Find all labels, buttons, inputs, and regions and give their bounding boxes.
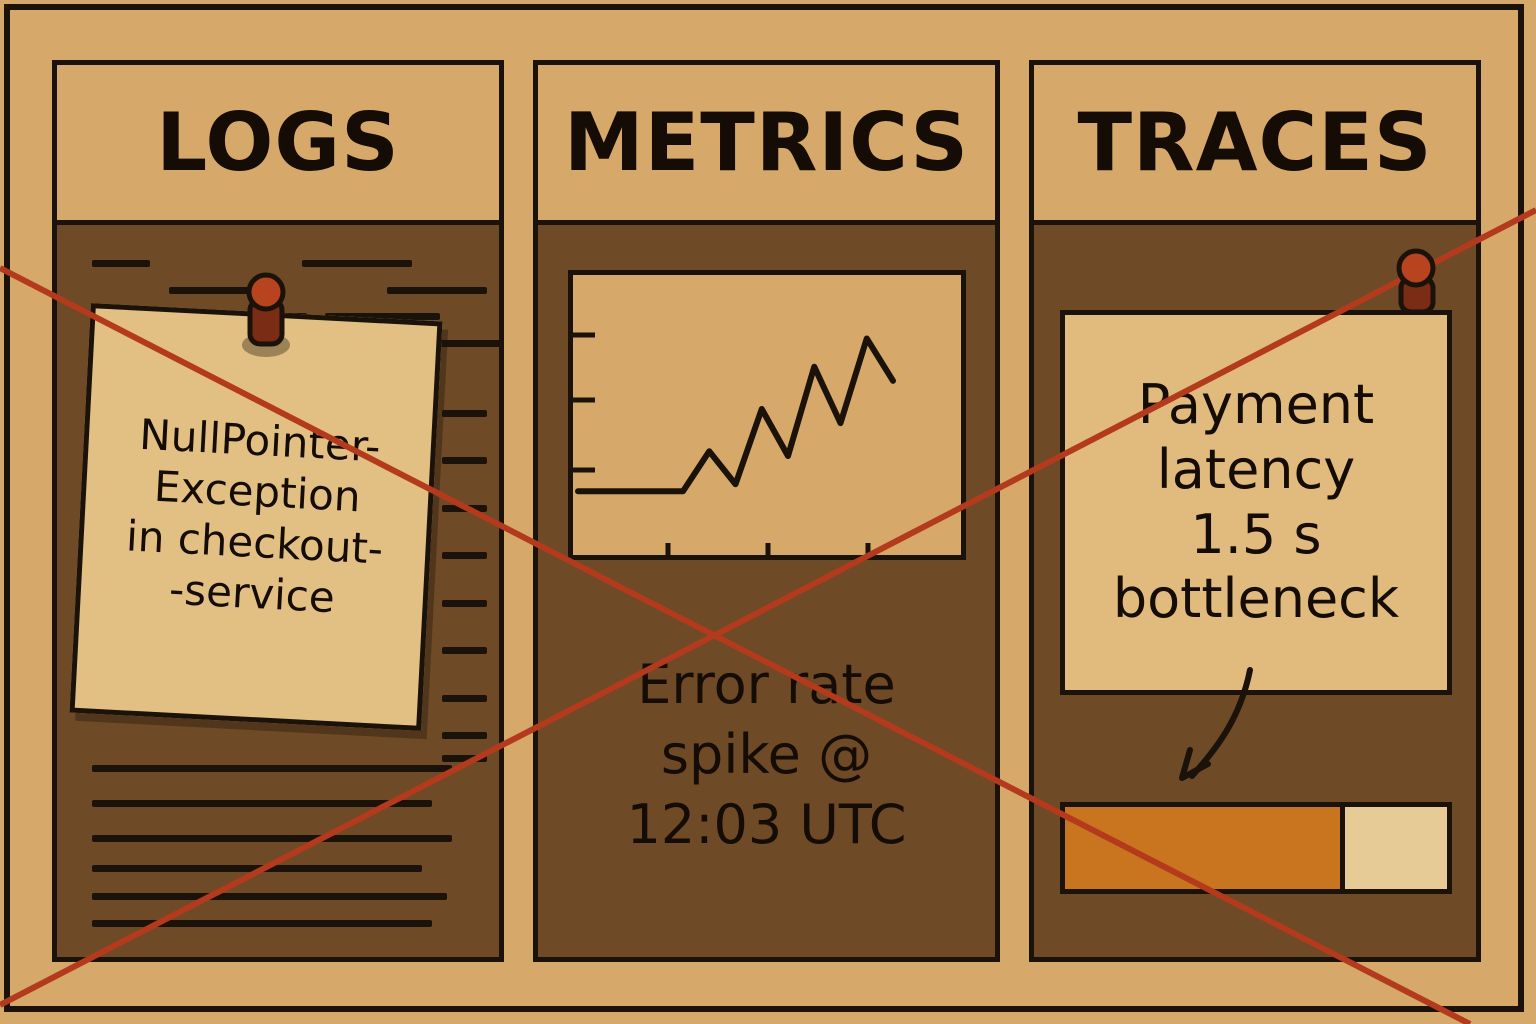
error-rate-series-line xyxy=(575,335,896,495)
metrics-panel: METRICS Error rate spike @ 12:03 UTC xyxy=(533,60,1000,962)
log-line xyxy=(92,865,422,872)
log-line xyxy=(92,260,150,267)
logs-panel-title: LOGS xyxy=(156,96,400,189)
traces-panel-header: TRACES xyxy=(1034,65,1476,225)
sticky-note: NullPointer- Exception in checkout- -ser… xyxy=(69,303,443,731)
log-line xyxy=(442,695,487,702)
metrics-annotation: Error rate spike @ 12:03 UTC xyxy=(538,650,995,861)
log-line xyxy=(442,755,487,762)
error-rate-chart xyxy=(568,270,966,560)
trace-annotation-text: Payment latency 1.5 s bottleneck xyxy=(1112,372,1400,631)
metrics-annotation-text: Error rate spike @ 12:03 UTC xyxy=(626,653,907,857)
log-line xyxy=(442,732,487,739)
traces-panel: TRACES Payment latency 1.5 s bottleneck xyxy=(1029,60,1481,962)
error-rate-chart-svg xyxy=(573,332,896,555)
log-line xyxy=(442,600,487,607)
log-line xyxy=(442,552,487,559)
log-line xyxy=(92,835,452,842)
log-line xyxy=(92,920,432,927)
log-line xyxy=(92,800,432,807)
trace-card: Payment latency 1.5 s bottleneck xyxy=(1060,310,1452,695)
log-line xyxy=(442,457,487,464)
metrics-panel-header: METRICS xyxy=(538,65,995,225)
latency-bar-fill xyxy=(1065,807,1346,889)
log-line xyxy=(442,505,487,512)
log-line xyxy=(169,287,284,294)
log-line xyxy=(302,260,412,267)
metrics-panel-title: METRICS xyxy=(563,96,969,189)
log-line xyxy=(387,287,487,294)
log-line xyxy=(92,893,447,900)
sticky-note-text: NullPointer- Exception in checkout- -ser… xyxy=(125,409,385,623)
latency-bar xyxy=(1060,802,1452,894)
logs-panel-header: LOGS xyxy=(57,65,499,225)
traces-panel-title: TRACES xyxy=(1077,96,1433,189)
log-line xyxy=(92,765,452,772)
log-line xyxy=(442,647,487,654)
log-line xyxy=(442,410,487,417)
